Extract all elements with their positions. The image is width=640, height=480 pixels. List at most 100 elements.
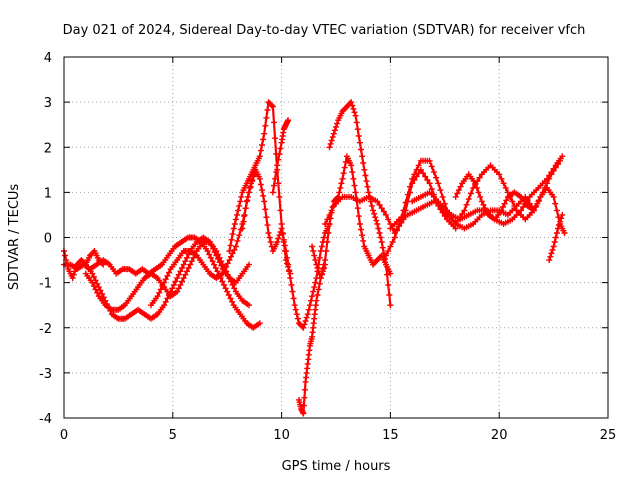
data-point-marker (532, 204, 539, 210)
data-point-marker (276, 151, 283, 157)
data-point-marker (348, 99, 355, 106)
data-point-marker (222, 285, 229, 292)
data-point-marker (179, 265, 185, 271)
data-point-marker (208, 242, 215, 249)
data-point-marker (553, 207, 560, 214)
data-point-marker (231, 285, 238, 292)
data-point-marker (229, 231, 236, 238)
data-point-marker (206, 251, 213, 258)
data-point-marker (375, 225, 382, 232)
data-point-marker (324, 216, 331, 223)
series-arc-5 (148, 166, 259, 309)
data-point-marker (318, 270, 325, 277)
data-point-marker (226, 257, 233, 264)
data-point-marker (89, 279, 96, 286)
data-point-marker (305, 306, 312, 313)
data-point-marker (478, 198, 485, 205)
data-point-marker (483, 208, 490, 215)
data-point-marker (422, 173, 429, 180)
data-point-marker (235, 207, 242, 214)
x-tick-label: 25 (600, 428, 617, 443)
data-point-marker (266, 234, 273, 241)
data-point-marker (411, 171, 418, 178)
data-point-marker (237, 198, 244, 205)
data-point-marker (548, 169, 555, 176)
data-point-marker (439, 193, 446, 200)
data-point-marker (334, 195, 341, 201)
series-arc-9 (296, 261, 329, 417)
data-point-marker (373, 217, 380, 224)
data-point-marker (435, 180, 442, 187)
data-point-marker (89, 270, 96, 277)
data-point-marker (387, 302, 394, 309)
data-point-marker (300, 324, 307, 331)
grid-lines (64, 57, 608, 418)
data-point-marker (555, 225, 561, 232)
data-point-marker (380, 208, 387, 215)
data-point-marker (428, 186, 435, 192)
data-point-marker (177, 281, 184, 288)
data-point-marker (182, 271, 189, 278)
data-point-marker (339, 175, 346, 182)
data-point-marker (210, 245, 217, 252)
data-point-marker (264, 222, 271, 229)
data-point-marker (302, 386, 308, 393)
data-point-marker (518, 207, 524, 214)
data-point-marker (236, 232, 243, 239)
data-point-marker (234, 237, 241, 244)
data-point-marker (294, 315, 301, 322)
data-point-marker (534, 200, 541, 207)
y-tick-label: -1 (39, 277, 52, 292)
data-point-marker (358, 226, 364, 233)
data-point-marker (170, 281, 177, 288)
data-point-marker (550, 243, 557, 250)
data-point-marker (353, 119, 360, 126)
data-point-marker (426, 180, 433, 187)
data-point-marker (311, 284, 318, 291)
data-point-marker (334, 120, 341, 127)
data-point-marker (501, 200, 508, 207)
data-point-marker (90, 283, 97, 289)
x-tick-label: 0 (60, 428, 68, 443)
data-point-marker (552, 234, 559, 241)
data-point-marker (556, 222, 562, 229)
series-arc-17 (546, 211, 566, 264)
axis-ticks: 0 5 10 15 20 25 -4 -3 -2 -1 0 1 2 3 4 (39, 51, 616, 443)
data-point-marker (428, 163, 435, 170)
data-point-marker (383, 252, 389, 259)
data-point-marker (310, 288, 317, 295)
data-point-marker (415, 162, 422, 169)
data-point-marker (300, 410, 307, 417)
data-point-marker (97, 287, 104, 294)
data-point-marker (393, 227, 400, 234)
data-point-marker (352, 189, 359, 196)
data-point-marker (161, 302, 168, 309)
data-point-marker (90, 274, 97, 280)
data-point-marker (329, 134, 336, 141)
data-point-marker (337, 184, 344, 191)
x-tick-label: 5 (169, 428, 177, 443)
y-tick-label: 1 (44, 186, 52, 201)
data-point-marker (175, 285, 182, 292)
data-point-marker (182, 258, 189, 265)
data-point-marker (315, 286, 322, 293)
data-point-marker (220, 281, 227, 288)
data-point-marker (224, 260, 231, 267)
data-point-marker (271, 119, 277, 126)
data-point-marker (243, 198, 250, 205)
y-tick-label: -3 (39, 367, 52, 382)
data-point-marker (211, 261, 218, 268)
data-point-marker (326, 211, 333, 218)
data-point-marker (309, 293, 316, 300)
data-point-marker (292, 306, 299, 313)
data-point-marker (284, 254, 290, 261)
data-point-marker (272, 135, 279, 142)
data-point-marker (166, 269, 172, 276)
data-point-marker (378, 205, 385, 212)
data-point-marker (175, 271, 182, 278)
data-point-marker (355, 133, 362, 139)
data-point-marker (304, 311, 311, 318)
data-point-marker (231, 246, 238, 253)
data-point-marker (321, 234, 327, 241)
